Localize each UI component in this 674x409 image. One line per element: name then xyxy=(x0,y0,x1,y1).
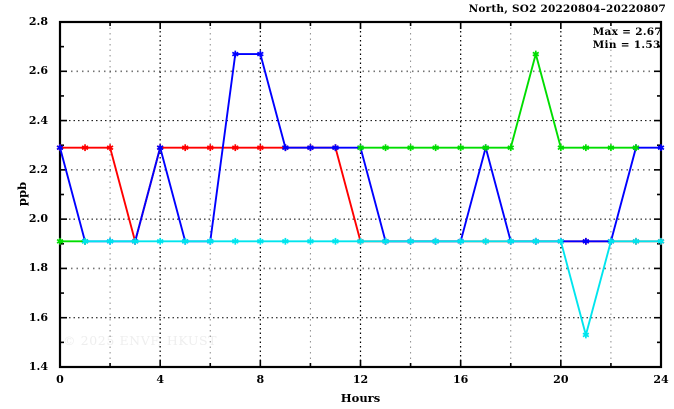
data-point xyxy=(657,144,665,152)
data-point xyxy=(181,144,189,152)
data-point xyxy=(307,144,314,152)
series-line xyxy=(85,240,661,336)
data-point xyxy=(482,237,490,245)
x-tick-label: 20 xyxy=(553,373,569,386)
x-tick-label: 4 xyxy=(156,373,164,386)
data-point xyxy=(557,237,565,245)
data-point xyxy=(457,237,465,245)
data-point xyxy=(382,237,389,245)
data-point xyxy=(382,144,389,152)
data-point xyxy=(507,237,515,245)
data-point xyxy=(632,237,640,245)
watermark: © 2025 ENVF, HKUST xyxy=(63,333,218,348)
data-point xyxy=(256,144,264,152)
data-point xyxy=(156,237,164,245)
data-point xyxy=(332,144,339,152)
data-point xyxy=(307,237,314,245)
data-point xyxy=(582,237,590,245)
y-tick-label: 2.8 xyxy=(28,15,48,28)
data-point xyxy=(181,237,189,245)
x-axis-title: Hours xyxy=(340,391,381,405)
data-point xyxy=(557,144,565,152)
data-point xyxy=(106,144,114,152)
x-tick-label: 8 xyxy=(256,373,265,386)
data-point xyxy=(281,237,289,245)
x-tick-label: 0 xyxy=(56,373,64,386)
data-point xyxy=(231,144,239,152)
y-tick-label: 1.4 xyxy=(28,360,48,373)
data-point xyxy=(532,237,540,245)
y-tick-label: 1.8 xyxy=(28,261,48,275)
data-point xyxy=(81,144,89,152)
data-point xyxy=(206,144,214,152)
y-tick-label: 2.4 xyxy=(28,113,48,127)
chart-title: North, SO2 20220804–20220807 xyxy=(468,3,666,15)
stats-legend: Max = 2.67 Min = 1.53 xyxy=(593,26,662,52)
data-point xyxy=(607,144,615,152)
data-point xyxy=(657,237,665,245)
data-point xyxy=(231,50,239,58)
data-point xyxy=(106,237,114,245)
data-point xyxy=(256,50,264,58)
x-tick-label: 12 xyxy=(352,373,369,386)
data-point xyxy=(81,237,89,245)
x-tick-label: 24 xyxy=(653,373,669,386)
data-point xyxy=(56,237,64,245)
data-point xyxy=(231,237,239,245)
data-point xyxy=(582,144,590,152)
data-point xyxy=(607,237,615,245)
data-point xyxy=(407,144,414,152)
data-point xyxy=(582,331,590,339)
data-point xyxy=(131,237,139,245)
data-point xyxy=(332,237,339,245)
data-point xyxy=(532,50,540,58)
data-point xyxy=(281,144,289,152)
series-line xyxy=(360,53,636,149)
data-point xyxy=(357,237,364,245)
data-point xyxy=(457,144,465,152)
data-point xyxy=(206,237,214,245)
data-point xyxy=(156,144,164,152)
data-point xyxy=(407,237,414,245)
legend-min-label: Min = 1.53 xyxy=(592,39,661,51)
x-tick-label: 16 xyxy=(453,373,469,386)
y-tick-label: 2.0 xyxy=(28,212,48,226)
data-point xyxy=(357,144,364,152)
data-point xyxy=(256,237,264,245)
series-day-3 xyxy=(56,50,640,245)
y-tick-label: 2.6 xyxy=(28,64,48,78)
data-point xyxy=(507,144,515,152)
data-point xyxy=(632,144,640,152)
data-point xyxy=(432,237,440,245)
legend-max-label: Max = 2.67 xyxy=(592,26,662,38)
data-point xyxy=(56,144,64,152)
y-tick-label: 2.2 xyxy=(28,162,48,176)
data-point xyxy=(482,144,490,152)
y-tick-label: 1.6 xyxy=(28,310,48,324)
series-day-4 xyxy=(81,237,665,339)
data-point xyxy=(432,144,440,152)
